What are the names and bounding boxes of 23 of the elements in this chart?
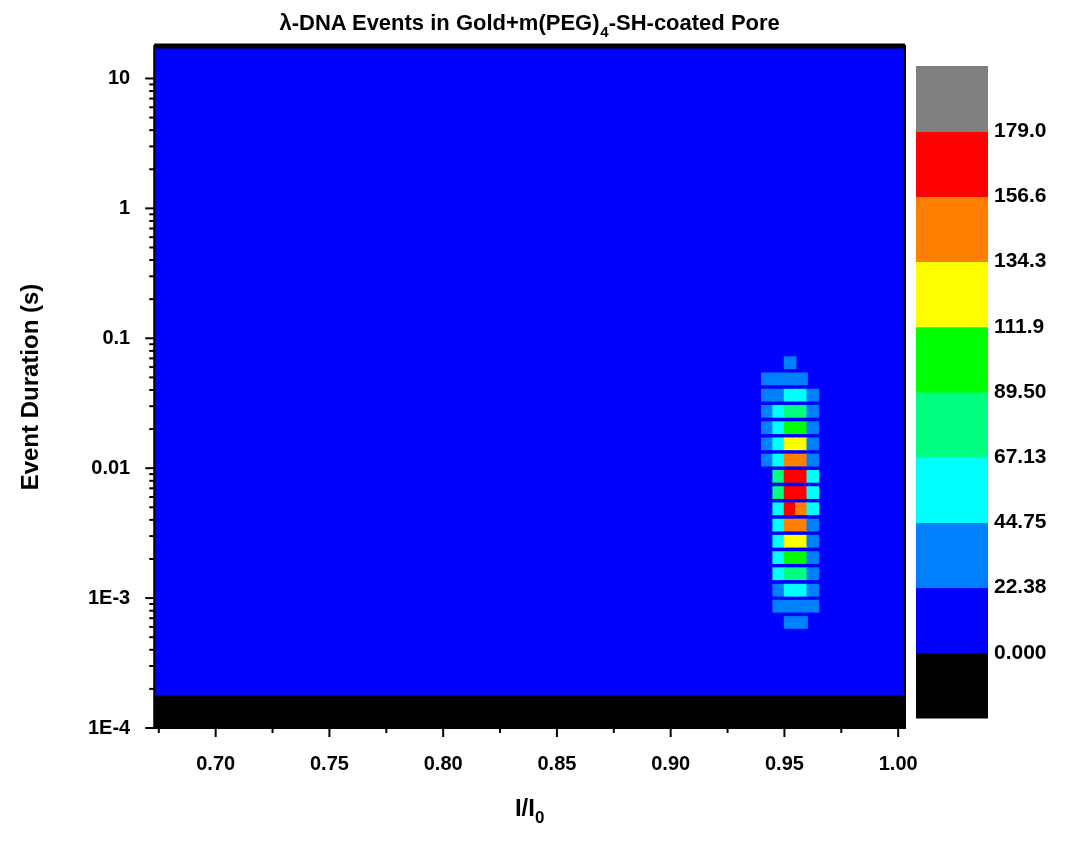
y-axis-title: Event Duration (s)	[16, 283, 43, 491]
x-tick-label: 0.90	[651, 751, 691, 774]
y-tick-label: 0.01	[91, 455, 131, 478]
x-tick-label: 0.85	[537, 751, 577, 774]
y-tick-label: 0.1	[102, 325, 131, 348]
y-tick-label: 1E-3	[88, 585, 131, 608]
x-tick-label: 0.75	[309, 751, 349, 774]
color-bar-label: 67.13	[994, 443, 1047, 467]
x-tick-label: 0.80	[423, 751, 463, 774]
color-bar-label: 134.3	[994, 248, 1047, 272]
color-bar-label: 111.9	[994, 313, 1045, 337]
color-bar-label: 0.000	[994, 639, 1047, 663]
y-tick-label: 10	[108, 65, 131, 88]
x-tick-label: 1.00	[878, 751, 918, 774]
y-tick-label: 1E-4	[88, 715, 132, 738]
x-tick-label: 0.70	[196, 751, 236, 774]
color-bar-label: 22.38	[994, 574, 1047, 598]
color-bar-label: 44.75	[994, 509, 1047, 533]
color-bar-label: 89.50	[994, 378, 1047, 402]
y-tick-label: 1	[119, 195, 131, 218]
color-bar-label: 179.0	[994, 118, 1047, 142]
color-bar-label: 156.6	[994, 183, 1047, 207]
x-tick-label: 0.95	[764, 751, 804, 774]
